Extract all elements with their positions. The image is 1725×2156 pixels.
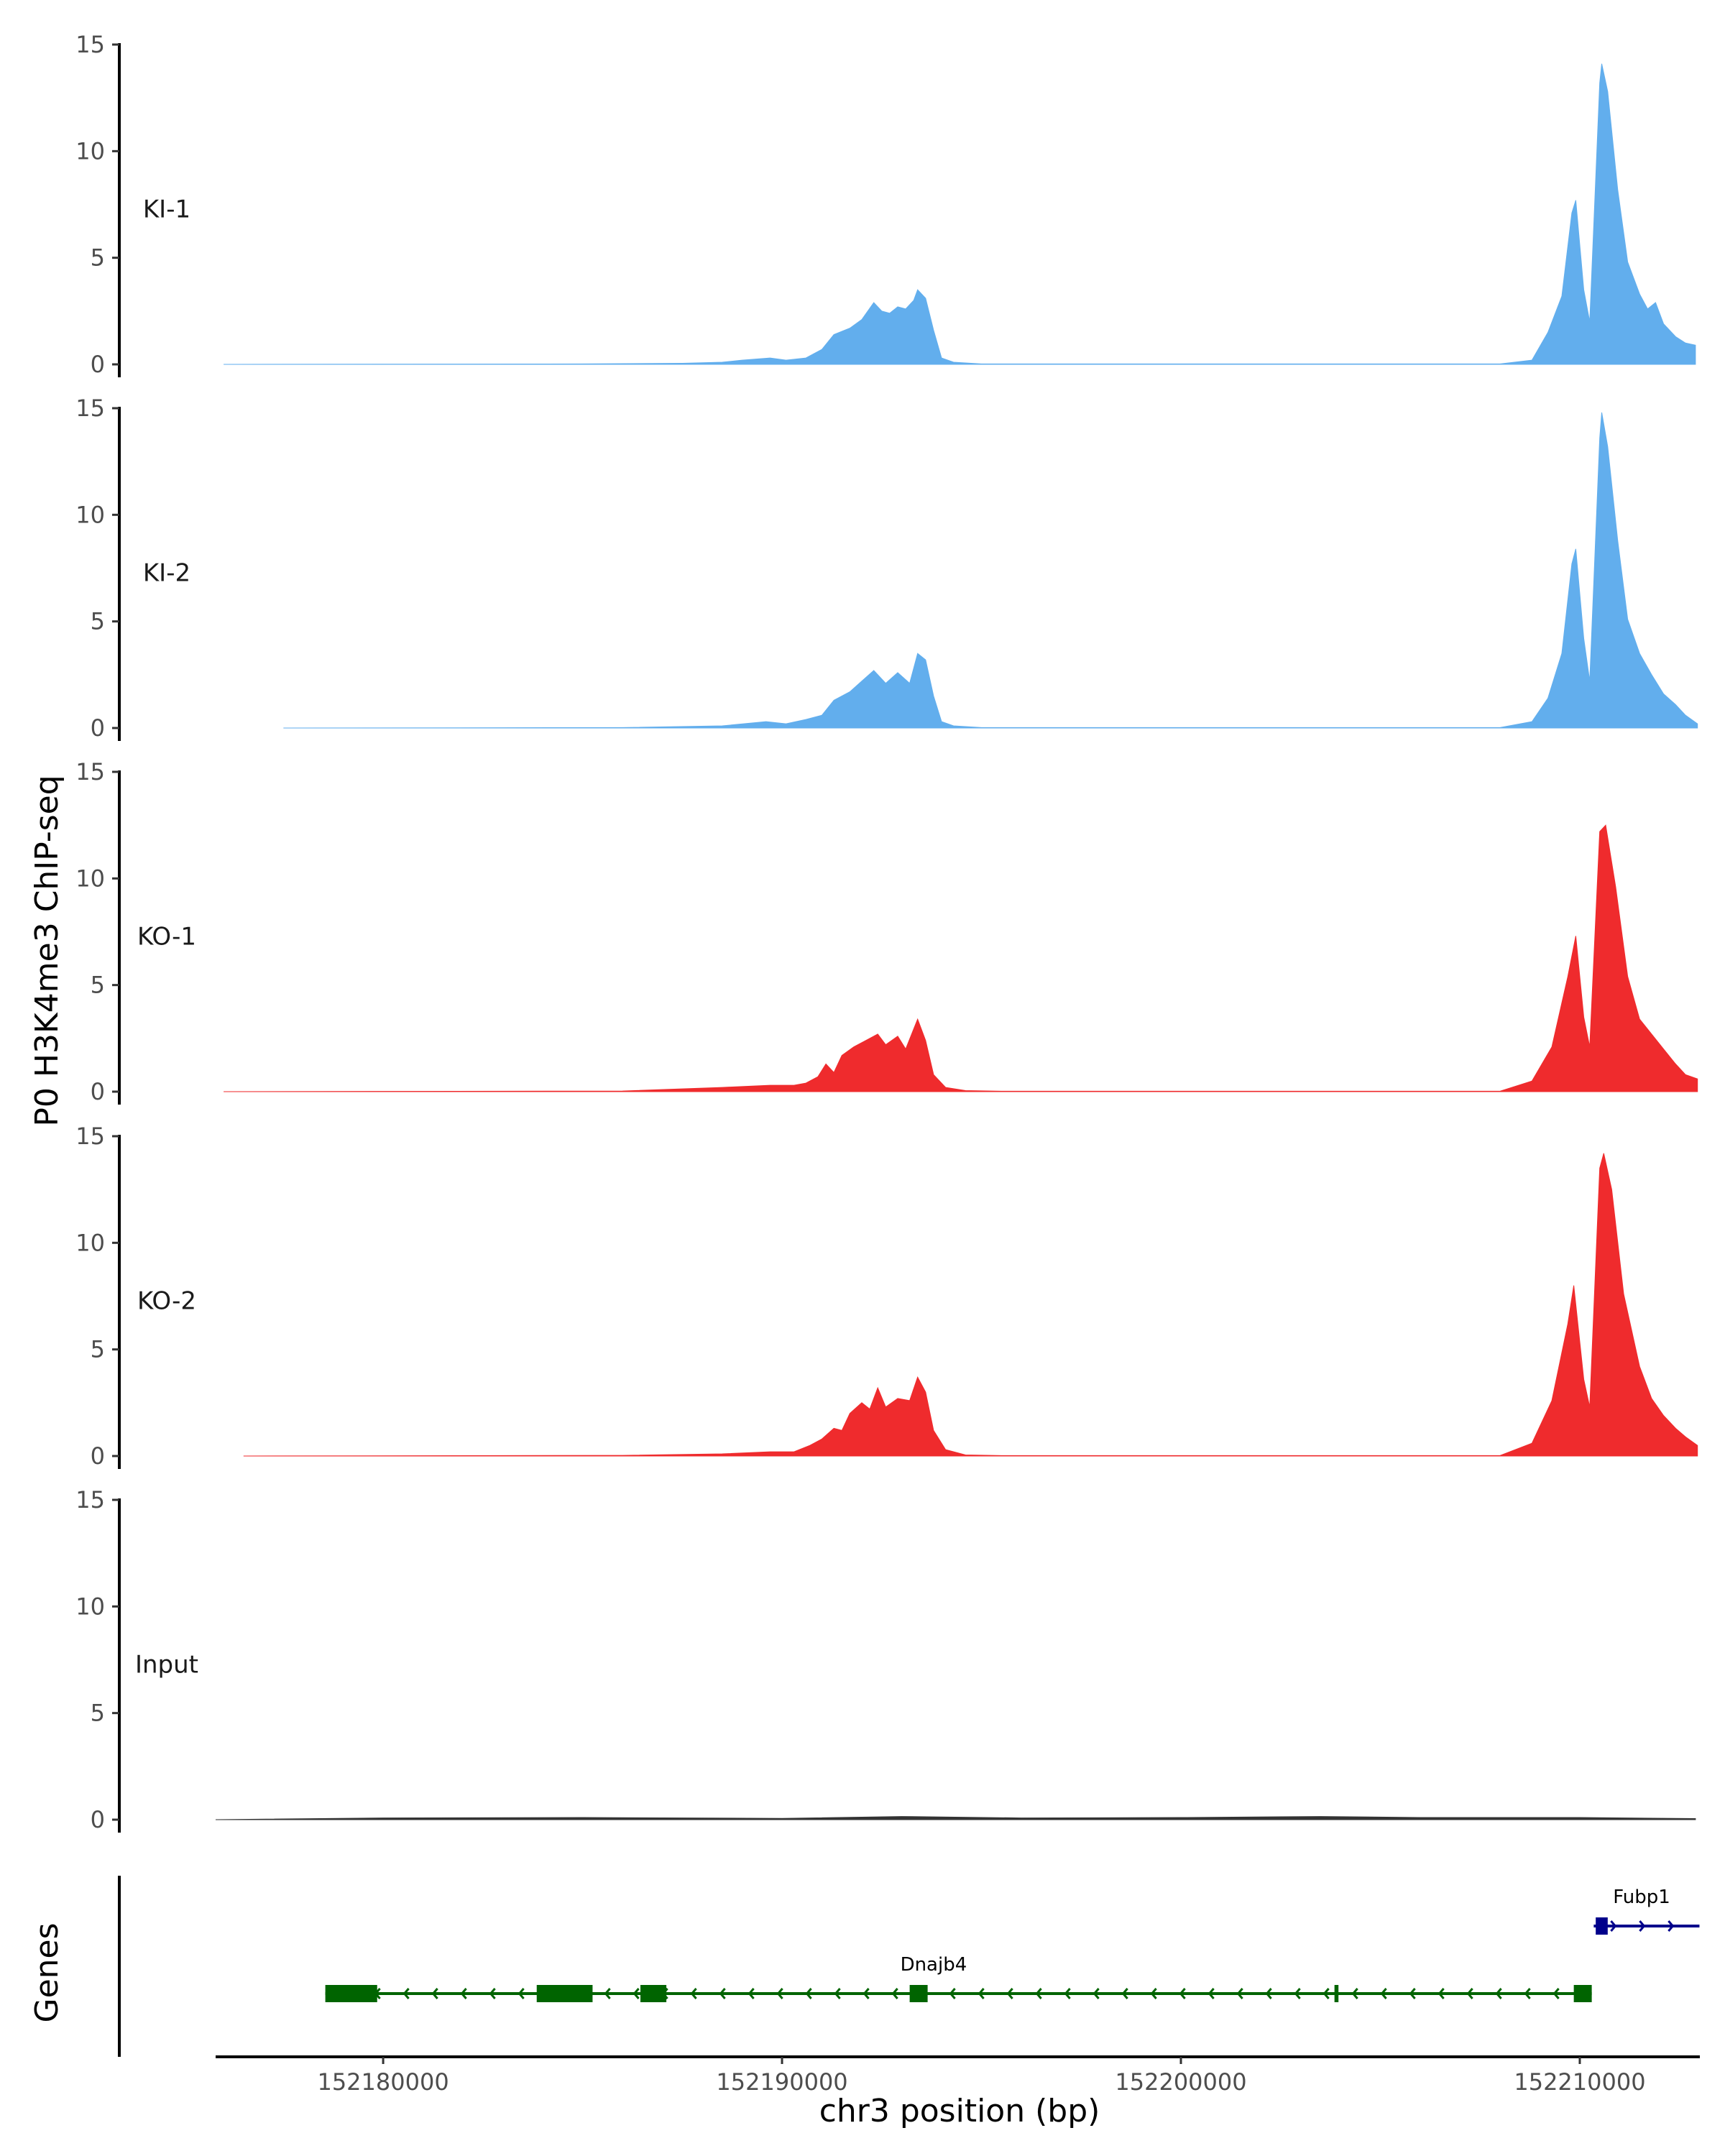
- x-tick-label: 152190000: [716, 2068, 847, 2096]
- track-label: Input: [135, 1650, 198, 1679]
- strand-arrow: [776, 1988, 783, 1999]
- strand-arrow: [1064, 1988, 1071, 1999]
- track-label: KO-1: [137, 922, 196, 951]
- y-tick-label: 0: [91, 1806, 105, 1833]
- exon: [1573, 1985, 1592, 2002]
- genes-axis-title: Genes: [29, 1922, 65, 2022]
- track-input: 0 5 10 15 Input: [75, 1486, 1696, 1833]
- y-tick-label: 5: [91, 608, 105, 635]
- exon: [1596, 1917, 1608, 1935]
- genes-panel: Dnajb4 Fubp1: [118, 1876, 1700, 2057]
- x-tick-label: 152180000: [317, 2068, 448, 2096]
- y-tick-label: 10: [75, 1593, 105, 1620]
- x-tick-label: 152210000: [1514, 2068, 1645, 2096]
- strand-arrow: [1610, 1920, 1617, 1932]
- strand-arrow: [1639, 1920, 1646, 1932]
- strand-arrow: [489, 1988, 496, 1999]
- y-tick-label: 15: [75, 1123, 105, 1150]
- y-tick-label: 5: [91, 1336, 105, 1363]
- strand-arrow: [1380, 1988, 1387, 1999]
- strand-arrow: [978, 1988, 985, 1999]
- y-tick-label: 10: [75, 1229, 105, 1256]
- strand-arrow: [748, 1988, 755, 1999]
- y-tick-label: 15: [75, 758, 105, 786]
- y-tick-label: 0: [91, 1442, 105, 1470]
- exon: [1334, 1985, 1339, 2002]
- coverage-area: [224, 824, 1698, 1092]
- y-tick-label: 15: [75, 31, 105, 58]
- track-ki-1: 0 5 10 15 KI-1: [75, 31, 1696, 378]
- gene-dnajb4: Dnajb4: [325, 1954, 1592, 2002]
- gene-label: Dnajb4: [901, 1954, 967, 1976]
- strand-arrow: [1466, 1988, 1473, 1999]
- track-ko-2: 0 5 10 15 KO-2: [75, 1123, 1698, 1470]
- exon: [325, 1985, 377, 2002]
- strand-arrow: [431, 1988, 438, 1999]
- gene-fubp1: Fubp1: [1593, 1886, 1700, 1935]
- y-tick-label: 10: [75, 501, 105, 528]
- y-tick-label: 15: [75, 395, 105, 422]
- y-tick-label: 10: [75, 137, 105, 165]
- track-ki-2: 0 5 10 15 KI-2: [75, 395, 1698, 742]
- y-tick-label: 5: [91, 244, 105, 272]
- strand-arrow: [891, 1988, 898, 1999]
- strand-arrow: [632, 1988, 640, 1999]
- x-tick-label: 152200000: [1115, 2068, 1246, 2096]
- strand-arrow: [402, 1988, 410, 1999]
- y-axis-title: P0 H3K4me3 ChIP-seq: [29, 775, 65, 1126]
- strand-arrow: [1351, 1988, 1358, 1999]
- strand-arrow: [1006, 1988, 1013, 1999]
- coverage-tracks: 0 5 10 15 KI-1 0 5 10 15 KI-2 0 5 10 15 KO-1 0 5 10 15 KO-2…: [75, 31, 1698, 1833]
- strand-arrow: [1668, 1920, 1675, 1932]
- strand-arrow: [1035, 1988, 1042, 1999]
- strand-arrow: [949, 1988, 956, 1999]
- y-tick-label: 5: [91, 972, 105, 999]
- strand-arrow: [1208, 1988, 1215, 1999]
- y-tick-label: 0: [91, 1078, 105, 1105]
- coverage-area: [243, 1153, 1698, 1457]
- exon: [909, 1985, 928, 2002]
- strand-arrow: [1409, 1988, 1416, 1999]
- strand-arrow: [1179, 1988, 1186, 1999]
- strand-arrow: [1236, 1988, 1243, 1999]
- strand-arrow: [1438, 1988, 1445, 1999]
- strand-arrow: [518, 1988, 525, 1999]
- y-tick-label: 10: [75, 865, 105, 892]
- coverage-area: [283, 412, 1698, 729]
- track-label: KI-1: [143, 195, 190, 224]
- y-tick-label: 5: [91, 1700, 105, 1727]
- y-tick-label: 0: [91, 714, 105, 742]
- y-tick-label: 15: [75, 1486, 105, 1514]
- strand-arrow: [604, 1988, 611, 1999]
- strand-arrow: [1092, 1988, 1100, 1999]
- strand-arrow: [1121, 1988, 1128, 1999]
- y-tick-label: 0: [91, 351, 105, 378]
- coverage-area: [224, 63, 1696, 365]
- x-axis: 152180000 152190000 152200000 152210000: [216, 2055, 1700, 2096]
- strand-arrow: [460, 1988, 467, 1999]
- strand-arrow: [1552, 1988, 1560, 1999]
- strand-arrow: [1495, 1988, 1502, 1999]
- exon: [640, 1985, 667, 2002]
- gene-label: Fubp1: [1613, 1886, 1670, 1908]
- track-ko-1: 0 5 10 15 KO-1: [75, 758, 1698, 1105]
- strand-arrow: [1294, 1988, 1301, 1999]
- strand-arrow: [834, 1988, 841, 1999]
- strand-arrow: [1265, 1988, 1272, 1999]
- strand-arrow: [1322, 1988, 1330, 1999]
- strand-arrow: [1150, 1988, 1157, 1999]
- track-label: KO-2: [137, 1286, 196, 1315]
- track-label: KI-2: [143, 558, 190, 587]
- strand-arrow: [719, 1988, 726, 1999]
- strand-arrow: [1524, 1988, 1531, 1999]
- coverage-area: [215, 1816, 1696, 1820]
- strand-arrow: [805, 1988, 812, 1999]
- strand-arrow: [690, 1988, 697, 1999]
- x-axis-title: chr3 position (bp): [819, 2093, 1100, 2129]
- strand-arrow: [862, 1988, 870, 1999]
- exon: [536, 1985, 593, 2002]
